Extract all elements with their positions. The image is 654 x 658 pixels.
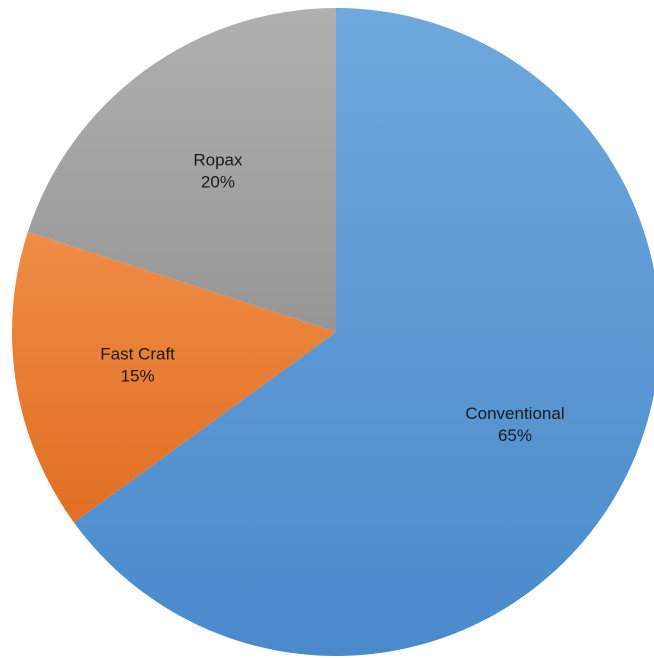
pie-slices xyxy=(12,8,654,656)
pie-label-value: 20% xyxy=(201,172,235,191)
pie-label-name: Conventional xyxy=(465,404,564,423)
pie-labels: Conventional 65% Fast Craft 15% Ropax 20% xyxy=(100,150,564,445)
pie-slice-fast-craft xyxy=(12,231,337,523)
pie-label-name: Ropax xyxy=(193,150,243,169)
pie-slice-ropax xyxy=(27,8,337,332)
pie-label-conventional: Conventional 65% xyxy=(465,404,564,445)
pie-label-value: 15% xyxy=(121,366,155,385)
pie-slice-conventional xyxy=(73,8,654,656)
pie-label-fast-craft: Fast Craft 15% xyxy=(100,344,175,385)
pie-label-value: 65% xyxy=(498,426,532,445)
pie-label-ropax: Ropax 20% xyxy=(193,150,243,191)
pie-label-name: Fast Craft xyxy=(100,344,175,363)
